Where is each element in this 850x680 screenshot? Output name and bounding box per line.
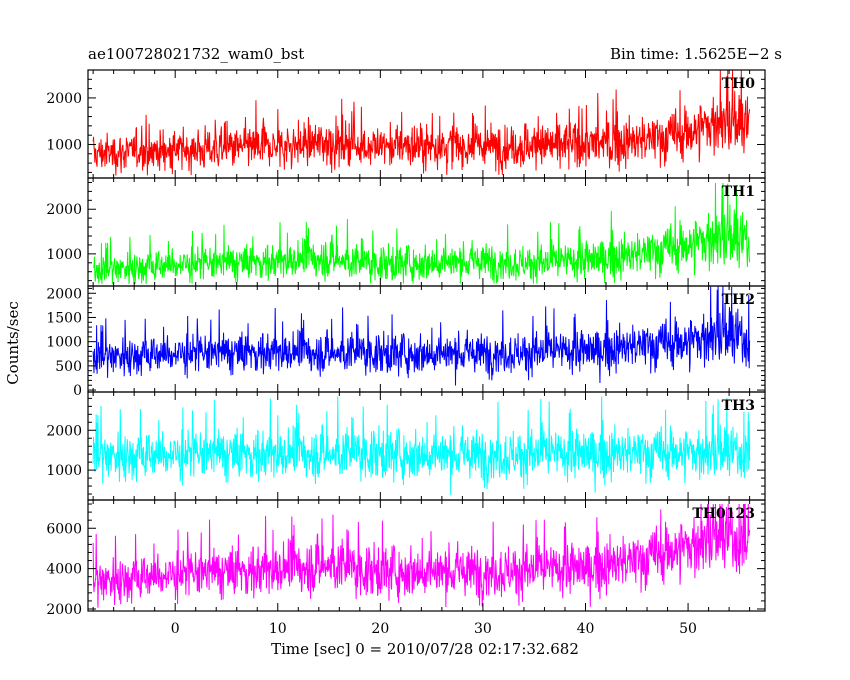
figure-title: ae100728021732_wam0_bst (88, 45, 304, 63)
panel-label-th2: TH2 (722, 292, 755, 308)
panel-th3: 1000 2000 TH3 (46, 391, 766, 501)
x-tick-label: 20 (371, 621, 389, 637)
series-line-th0 (92, 70, 751, 176)
y-tick-label: 2000 (46, 602, 82, 618)
y-axis-label: Counts/sec (4, 301, 22, 385)
y-tick-label: 2000 (46, 286, 82, 302)
panel-th2: 0 500 1000 1500 2000 TH2 (46, 285, 766, 399)
panel-frame (87, 499, 766, 612)
y-tick-label: 2000 (46, 423, 82, 439)
x-tick-label: 30 (474, 621, 492, 637)
y-tick-label: 2000 (46, 202, 82, 218)
y-tick-label: 2000 (46, 91, 82, 107)
panel-th0123: 2000 4000 6000 TH0123 (46, 499, 766, 618)
y-tick-label: 1000 (46, 137, 82, 153)
y-tick-label: 1000 (46, 335, 82, 351)
bin-time-label: Bin time: 1.5625E−2 s (610, 45, 782, 63)
panel-label-th1: TH1 (722, 184, 755, 200)
y-tick-label: 500 (55, 359, 82, 375)
x-axis-label: Time [sec] 0 = 2010/07/28 02:17:32.682 (271, 640, 579, 658)
x-tick-label: 0 (171, 621, 180, 637)
panel-th1: 1000 2000 TH1 (46, 177, 766, 287)
y-tick-label: 1000 (46, 247, 82, 263)
y-tick-label: 1500 (46, 310, 82, 326)
x-tick-label: 50 (679, 621, 697, 637)
series-line-th3 (92, 396, 751, 495)
panel-label-th0: TH0 (722, 76, 756, 92)
y-tick-label: 6000 (46, 521, 82, 537)
panel-th0: 1000 2000 TH0 (46, 69, 766, 179)
panel-label-th0123: TH0123 (692, 506, 755, 522)
series-line-th1 (92, 182, 751, 285)
y-tick-label: 0 (73, 383, 82, 399)
y-tick-label: 1000 (46, 463, 82, 479)
series-line-th0123 (92, 504, 751, 608)
panel-label-th3: TH3 (722, 398, 755, 414)
y-tick-label: 4000 (46, 562, 82, 578)
panel-frame (87, 285, 766, 393)
series-line-th2 (92, 286, 751, 386)
x-tick-label: 10 (269, 621, 287, 637)
x-tick-label: 40 (577, 621, 595, 637)
